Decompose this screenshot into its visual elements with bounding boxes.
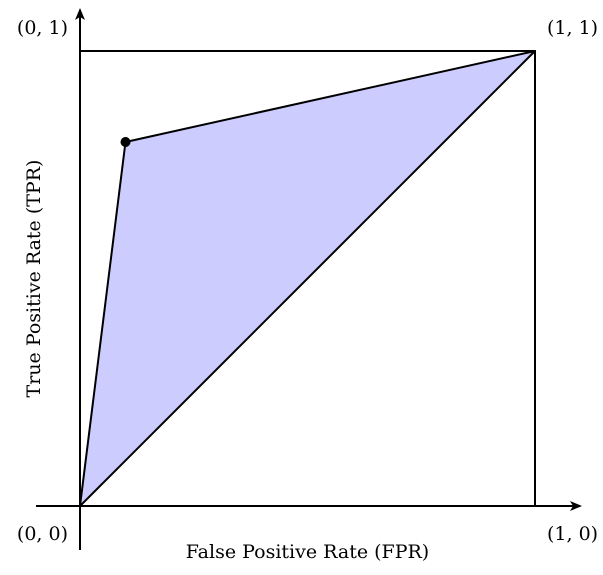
y-axis-title: True Positive Rate (TPR) <box>23 160 45 398</box>
corner-label-top-left: (0, 1) <box>17 17 68 39</box>
chance-diagonal-line <box>79 50 536 507</box>
corner-label-bottom-right: (1, 0) <box>547 523 598 545</box>
roc-operating-point <box>120 137 131 147</box>
corner-label-origin: (0, 0) <box>17 523 68 545</box>
x-axis-title: False Positive Rate (FPR) <box>186 541 429 563</box>
corner-label-top-right: (1, 1) <box>547 17 598 39</box>
